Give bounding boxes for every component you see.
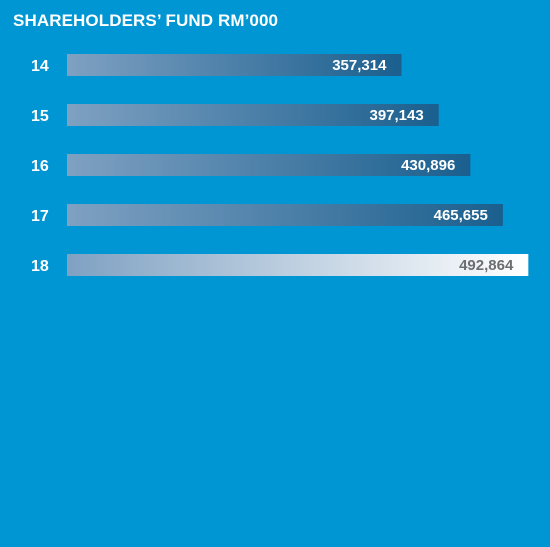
category-label: 16 (31, 158, 49, 175)
value-label: 357,314 (332, 57, 387, 74)
category-label: 14 (31, 58, 49, 75)
bar (67, 254, 529, 276)
bar (67, 104, 439, 126)
value-label: 430,896 (401, 157, 455, 174)
value-label: 397,143 (369, 107, 423, 124)
value-label: 492,864 (459, 257, 514, 274)
bars-layer: 14 357,314 15 397,143 16 430,896 17 465,655 18 49… (31, 54, 529, 276)
category-label: 15 (31, 108, 49, 125)
category-label: 18 (31, 258, 49, 275)
bar (67, 154, 471, 176)
category-label: 17 (31, 208, 49, 225)
chart-title: SHAREHOLDERS’ FUND RM’000 (13, 11, 279, 30)
value-label: 465,655 (434, 207, 488, 224)
bar (67, 204, 503, 226)
bar (67, 54, 402, 76)
